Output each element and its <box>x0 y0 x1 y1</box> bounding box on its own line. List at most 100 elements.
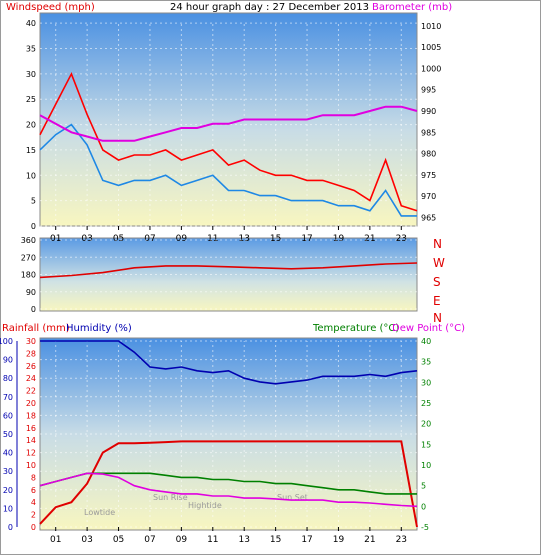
humidity-ytick-label: 70 <box>3 393 13 402</box>
wind-ytick-label: 15 <box>26 146 36 155</box>
dir-letter-n-top: N <box>433 237 442 251</box>
baro-ytick-label: 990 <box>421 107 436 116</box>
bot-xtick-label: 19 <box>333 535 345 545</box>
bot-xtick-label: 13 <box>238 535 249 545</box>
humidity-ytick-label: 80 <box>3 374 13 383</box>
dew-axis-title: Dew Point (°C) <box>392 323 465 334</box>
humidity-axis-title: Humidity (%) <box>66 323 132 334</box>
top-xtick-label: 09 <box>176 234 188 244</box>
wind-direction-line <box>39 262 418 279</box>
rain-ytick-label: 12 <box>26 449 36 458</box>
top-xtick-label: 23 <box>396 234 407 244</box>
baro-ytick-label: 1000 <box>421 64 441 73</box>
bot-xtick-label: 09 <box>176 535 188 545</box>
humidity-ytick-label: 90 <box>3 356 13 365</box>
direction-ytick-label: 270 <box>21 253 36 262</box>
rain-ytick-label: 30 <box>26 337 36 346</box>
dir-letter-n-bottom: N <box>433 311 442 325</box>
temp-axis-title: Temperature (°C) <box>312 323 399 334</box>
baro-ytick-label: 970 <box>421 192 436 201</box>
humidity-line <box>40 340 418 385</box>
top-xtick-label: 11 <box>207 234 218 244</box>
rain-ytick-label: 4 <box>31 498 36 507</box>
temp-ytick-label: -5 <box>421 523 429 532</box>
rainfall-line <box>39 440 418 528</box>
top-xtick-label: 05 <box>113 234 124 244</box>
temp-ytick-label: 40 <box>421 337 431 346</box>
temp-ytick-label: 0 <box>421 502 426 511</box>
direction-ytick-label: 180 <box>21 271 36 280</box>
direction-ytick-label: 360 <box>21 236 36 245</box>
top-xtick-label: 01 <box>50 234 61 244</box>
wind-axis-title: Windspeed (mph) <box>6 2 95 13</box>
top-xtick-label: 07 <box>144 234 155 244</box>
direction-letters: N W S E N <box>433 237 445 325</box>
rain-ytick-label: 2 <box>31 511 36 520</box>
rain-ytick-label: 0 <box>31 523 36 532</box>
wind-ytick-label: 5 <box>31 197 36 206</box>
average-wind-line <box>39 123 417 217</box>
bot-xtick-label: 01 <box>50 535 61 545</box>
wind-ytick-label: 25 <box>26 95 36 104</box>
dir-letter-s: S <box>433 275 441 289</box>
rain-ytick-label: 20 <box>26 399 36 408</box>
bot-xtick-label: 17 <box>301 535 312 545</box>
chart-title: 24 hour graph day : 27 December 2013 <box>170 2 369 13</box>
barometer-line <box>39 105 418 142</box>
humidity-ytick-label: 0 <box>8 523 13 532</box>
top-xtick-label: 17 <box>301 234 312 244</box>
wind-baro-plot: 0510152025303540965970975980985990995100… <box>26 19 442 244</box>
dir-letter-e: E <box>433 294 441 308</box>
direction-ytick-label: 90 <box>26 288 36 297</box>
wind-ytick-label: 10 <box>26 171 36 180</box>
sunrise-annotation: Sun Rise <box>153 493 188 502</box>
humidity-ytick-label: 60 <box>3 411 13 420</box>
baro-ytick-label: 1010 <box>421 22 441 31</box>
baro-ytick-label: 995 <box>421 86 436 95</box>
rain-ytick-label: 16 <box>26 424 36 433</box>
rain-ytick-label: 26 <box>26 362 36 371</box>
rain-ytick-label: 22 <box>26 387 36 396</box>
hightide-annotation: Hightide <box>188 501 222 510</box>
rain-ytick-label: 6 <box>31 486 36 495</box>
temp-ytick-label: 20 <box>421 420 431 429</box>
lowtide-annotation: Lowtide <box>84 508 115 517</box>
rain-ytick-label: 28 <box>26 349 36 358</box>
bot-xtick-label: 07 <box>144 535 155 545</box>
dir-letter-w: W <box>433 256 445 270</box>
bot-xtick-label: 11 <box>207 535 218 545</box>
temp-ytick-label: 5 <box>421 482 426 491</box>
baro-ytick-label: 1005 <box>421 43 441 52</box>
temp-ytick-label: 35 <box>421 358 431 367</box>
bot-xtick-label: 05 <box>113 535 124 545</box>
baro-ytick-label: 980 <box>421 150 436 159</box>
dew-point-line <box>39 472 418 508</box>
humidity-ytick-label: 10 <box>3 504 13 513</box>
bot-xtick-label: 23 <box>396 535 407 545</box>
humidity-ytick-label: 50 <box>3 430 13 439</box>
temp-ytick-label: 25 <box>421 399 431 408</box>
windspeed-line <box>39 71 418 212</box>
humidity-ytick-label: 20 <box>3 486 13 495</box>
top-xtick-label: 19 <box>333 234 345 244</box>
top-xtick-label: 13 <box>238 234 249 244</box>
rain-ytick-label: 14 <box>26 436 36 445</box>
baro-ytick-label: 965 <box>421 213 436 222</box>
rain-ytick-label: 24 <box>26 374 36 383</box>
wind-ytick-label: 30 <box>26 70 36 79</box>
direction-panel <box>39 237 418 312</box>
rain-axis-title: Rainfall (mm) <box>2 323 70 334</box>
rain-ytick-label: 10 <box>26 461 36 470</box>
direction-ytick-label: 0 <box>31 305 36 314</box>
baro-axis-title: Barometer (mb) <box>372 2 452 13</box>
rain-ytick-label: 8 <box>31 473 36 482</box>
temp-ytick-label: 15 <box>421 440 431 449</box>
rain-ytick-label: 18 <box>26 411 36 420</box>
baro-ytick-label: 975 <box>421 171 436 180</box>
humidity-ytick-label: 30 <box>3 467 13 476</box>
bot-xtick-label: 15 <box>270 535 281 545</box>
baro-ytick-label: 985 <box>421 128 436 137</box>
humidity-ytick-label: 100 <box>0 337 13 346</box>
